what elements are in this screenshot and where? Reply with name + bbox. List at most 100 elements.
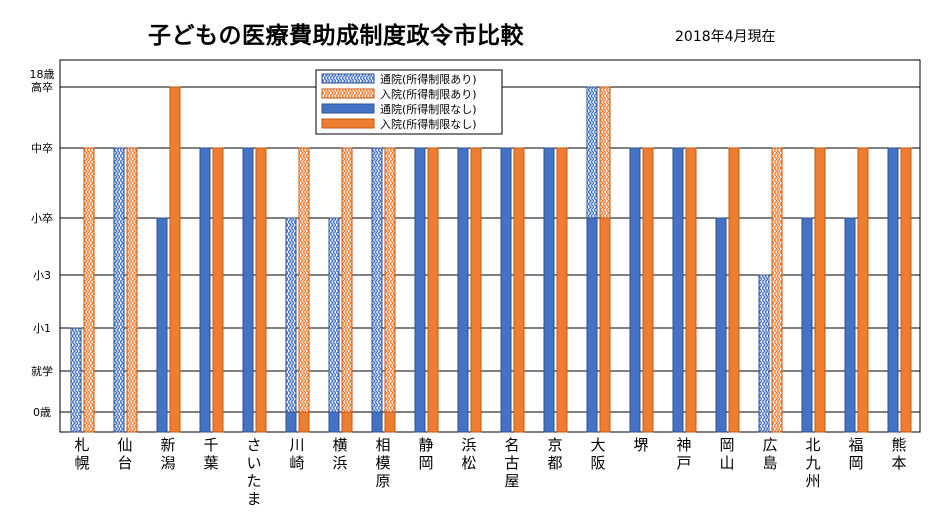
bar-nyuin-nolimit bbox=[255, 147, 267, 433]
svg-text:千葉: 千葉 bbox=[203, 436, 218, 472]
bar-nyuin-limited bbox=[83, 147, 95, 433]
svg-text:相模原: 相模原 bbox=[375, 436, 390, 490]
bar-tsuin-nolimit bbox=[285, 411, 297, 433]
bar-tsuin-nolimit bbox=[328, 411, 340, 433]
bar-nyuin-nolimit bbox=[900, 147, 912, 433]
bar-tsuin-nolimit bbox=[887, 147, 899, 433]
x-tick-label: 浜松 bbox=[461, 436, 476, 472]
x-tick-label: 京都 bbox=[547, 436, 562, 472]
bar-tsuin-limited bbox=[113, 147, 125, 433]
legend-swatch bbox=[321, 73, 375, 84]
bar-nyuin-nolimit bbox=[642, 147, 654, 433]
x-tick-label: 仙台 bbox=[117, 436, 132, 472]
bar-nyuin-nolimit bbox=[212, 147, 224, 433]
bar-nyuin-limited bbox=[126, 147, 138, 433]
x-tick-label: さいたま bbox=[246, 436, 261, 508]
bar-nyuin-nolimit bbox=[169, 86, 181, 433]
y-tick-label: 高卒 bbox=[31, 80, 53, 94]
plot-frame bbox=[59, 59, 921, 433]
legend-label: 入院(所得制限なし) bbox=[380, 117, 477, 131]
bars bbox=[70, 86, 912, 433]
legend-item: 通院(所得制限なし) bbox=[321, 102, 477, 116]
as-of-date: 2018年4月現在 bbox=[675, 29, 776, 45]
x-tick-label: 福岡 bbox=[848, 436, 863, 472]
x-tick-label: 札幌 bbox=[74, 436, 89, 472]
legend-item: 入院(所得制限なし) bbox=[321, 117, 477, 131]
bar-nyuin-nolimit bbox=[685, 147, 697, 433]
bar-nyuin-nolimit bbox=[599, 217, 611, 433]
svg-text:川崎: 川崎 bbox=[289, 436, 304, 472]
y-tick-label: 18歳 bbox=[30, 68, 55, 81]
x-tick-label: 川崎 bbox=[289, 436, 304, 472]
bar-tsuin-nolimit bbox=[414, 147, 426, 433]
svg-text:北九州: 北九州 bbox=[805, 436, 820, 490]
bar-nyuin-nolimit bbox=[513, 147, 525, 433]
y-tick-label: 0歳 bbox=[33, 406, 51, 419]
bar-nyuin-nolimit bbox=[814, 147, 826, 433]
y-tick-label: 小1 bbox=[33, 322, 51, 335]
svg-text:福岡: 福岡 bbox=[848, 436, 863, 472]
x-tick-label: 相模原 bbox=[375, 436, 390, 490]
bar-tsuin-nolimit bbox=[199, 147, 211, 433]
y-tick-label: 小3 bbox=[33, 269, 51, 282]
x-tick-label: 堺 bbox=[633, 436, 648, 454]
bar-nyuin-nolimit bbox=[384, 411, 396, 433]
bar-tsuin-nolimit bbox=[586, 217, 598, 433]
bar-tsuin-nolimit bbox=[629, 147, 641, 433]
bar-tsuin-nolimit bbox=[371, 411, 383, 433]
bar-tsuin-nolimit bbox=[457, 147, 469, 433]
x-tick-label: 熊本 bbox=[891, 436, 906, 472]
x-tick-label: 静岡 bbox=[418, 436, 433, 472]
svg-text:広島: 広島 bbox=[762, 436, 777, 472]
bar-tsuin-limited bbox=[328, 217, 340, 433]
legend-label: 入院(所得制限あり) bbox=[380, 87, 477, 101]
bar-tsuin-nolimit bbox=[543, 147, 555, 433]
y-tick-label: 就学 bbox=[31, 364, 53, 378]
y-tick-label: 小卒 bbox=[31, 211, 53, 225]
svg-text:さいたま: さいたま bbox=[246, 436, 261, 508]
bar-nyuin-limited bbox=[771, 147, 783, 433]
svg-text:京都: 京都 bbox=[547, 436, 562, 472]
svg-text:浜松: 浜松 bbox=[461, 436, 476, 472]
svg-text:札幌: 札幌 bbox=[74, 436, 89, 472]
bar-nyuin-limited bbox=[341, 147, 353, 433]
svg-text:熊本: 熊本 bbox=[891, 436, 906, 472]
bar-nyuin-nolimit bbox=[427, 147, 439, 433]
legend-swatch bbox=[321, 88, 375, 99]
x-tick-label: 北九州 bbox=[805, 436, 820, 490]
x-tick-label: 千葉 bbox=[203, 436, 218, 472]
bar-nyuin-limited bbox=[384, 147, 396, 433]
bar-tsuin-nolimit bbox=[801, 217, 813, 433]
legend-label: 通院(所得制限なし) bbox=[380, 102, 477, 116]
svg-text:新潟: 新潟 bbox=[160, 436, 175, 472]
svg-text:名古屋: 名古屋 bbox=[504, 436, 519, 490]
bar-nyuin-nolimit bbox=[470, 147, 482, 433]
bar-nyuin-nolimit bbox=[298, 411, 310, 433]
bar-nyuin-nolimit bbox=[728, 147, 740, 433]
svg-text:神戸: 神戸 bbox=[676, 436, 691, 472]
legend-item: 入院(所得制限あり) bbox=[321, 87, 477, 101]
bar-tsuin-limited bbox=[70, 327, 82, 433]
legend-swatch bbox=[321, 103, 375, 114]
legend-item: 通院(所得制限あり) bbox=[321, 72, 477, 86]
bar-tsuin-limited bbox=[758, 274, 770, 433]
legend-label: 通院(所得制限あり) bbox=[380, 72, 477, 86]
bar-tsuin-nolimit bbox=[672, 147, 684, 433]
bar-tsuin-limited bbox=[285, 217, 297, 433]
bar-tsuin-limited bbox=[371, 147, 383, 433]
chart-title: 子どもの医療費助成制度政令市比較 bbox=[148, 23, 524, 49]
x-tick-label: 広島 bbox=[762, 436, 777, 472]
x-tick-label: 神戸 bbox=[676, 436, 691, 472]
x-tick-label: 大阪 bbox=[590, 436, 605, 472]
bar-tsuin-nolimit bbox=[156, 217, 168, 433]
x-tick-label: 新潟 bbox=[160, 436, 175, 472]
x-tick-label: 岡山 bbox=[719, 436, 734, 472]
y-tick-label: 中卒 bbox=[31, 141, 53, 155]
svg-text:仙台: 仙台 bbox=[117, 436, 132, 472]
svg-text:静岡: 静岡 bbox=[418, 436, 433, 472]
legend: 通院(所得制限あり)入院(所得制限あり)通院(所得制限なし)入院(所得制限なし) bbox=[315, 69, 503, 135]
x-tick-label: 横浜 bbox=[332, 436, 347, 472]
